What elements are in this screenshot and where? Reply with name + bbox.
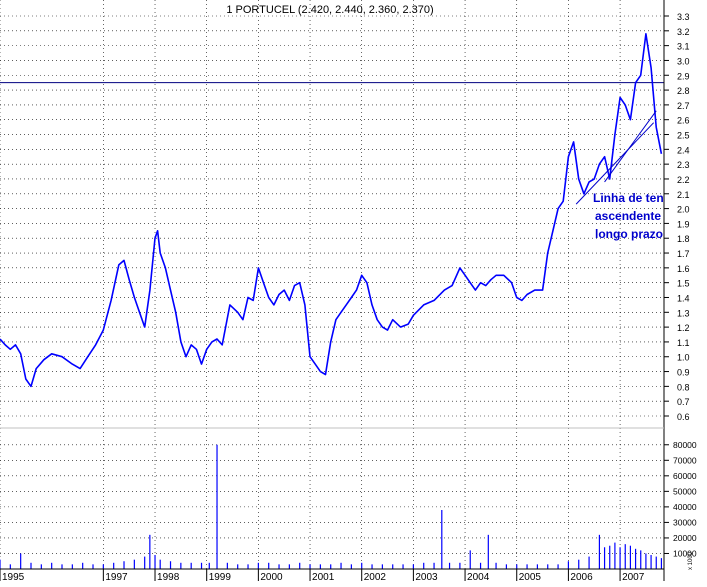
price-tick-label: 2.1 [677,190,690,200]
price-tick-label: 3.3 [677,12,690,22]
time-tick-label: 2003 [415,572,438,582]
volume-tick-label: 20000 [673,533,697,543]
chart-title: 1 PORTUCEL (2.420, 2.440, 2.360, 2.370) [226,4,433,16]
annotation-line-2: ascendente [595,209,661,223]
price-tick-label: 2.0 [677,205,690,215]
trend-line-1 [575,122,655,205]
time-tick-label: 1997 [105,572,128,582]
price-tick-label: 2.8 [677,86,690,96]
price-tick-label: 0.7 [677,397,690,407]
trend-line-2 [604,110,657,183]
price-tick-label: 3.2 [677,27,690,37]
price-tick-label: 1.9 [677,219,690,229]
axes [0,0,665,581]
price-line [0,33,663,388]
volume-tick-label: 50000 [673,486,697,496]
price-tick-label: 2.3 [677,160,690,170]
price-axis-ticks: 0.6 0.7 0.8 0.9 1.0 1.1 1.2 1.3 1.4 1.5 1.6 1.7 1.8 1… [664,12,690,422]
annotation-line-3: longo prazo [595,227,663,241]
price-tick-label: 2.5 [677,131,690,141]
price-tick-label: 2.4 [677,145,690,155]
price-tick-label: 2.6 [677,116,690,126]
time-tick-label: 1999 [209,572,232,582]
price-tick-label: 3.0 [677,56,690,66]
volume-tick-label: 70000 [673,455,697,465]
volume-unit-label: x 1000 [688,551,694,570]
price-tick-label: 2.7 [677,101,690,111]
price-tick-label: 2.9 [677,71,690,81]
grid-lines [0,0,664,569]
time-tick-label: 2006 [570,572,593,582]
time-tick-label: 2005 [519,572,542,582]
price-tick-label: 0.9 [677,368,690,378]
time-tick-label: 2007 [622,572,645,582]
volume-tick-label: 30000 [673,517,697,527]
price-tick-label: 1.6 [677,264,690,274]
time-axis-ticks: 1995 1997 1998 1999 2000 2001 2002 2003 2004 2005… [0,569,645,583]
price-tick-label: 1.8 [677,234,690,244]
price-tick-label: 1.0 [677,353,690,363]
time-tick-label: 2000 [260,572,283,582]
price-tick-label: 1.4 [677,293,690,303]
price-tick-label: 1.5 [677,279,690,289]
time-tick-label: 1998 [157,572,180,582]
volume-tick-label: 60000 [673,471,697,481]
volume-axis-ticks: 10000 20000 30000 40000 50000 60000 70000 80000 [664,440,697,558]
volume-tick-label: 10000 [673,548,697,558]
price-tick-label: 1.7 [677,249,690,259]
price-tick-label: 0.8 [677,382,690,392]
price-tick-label: 1.3 [677,308,690,318]
price-series [0,33,663,388]
volume-tick-label: 40000 [673,502,697,512]
price-tick-label: 2.2 [677,175,690,185]
annotation-line-1: Linha de ten [593,191,664,205]
price-tick-label: 1.2 [677,323,690,333]
trend-line-group [575,110,657,205]
volume-tick-label: 80000 [673,440,697,450]
time-tick-label: 2004 [467,572,490,582]
price-tick-label: 1.1 [677,338,690,348]
volume-bars [0,444,663,569]
time-tick-label: 1995 [2,572,25,582]
time-tick-label: 2002 [364,572,387,582]
price-tick-label: 0.6 [677,412,690,422]
time-tick-label: 2001 [312,572,335,582]
price-tick-label: 3.1 [677,42,690,52]
